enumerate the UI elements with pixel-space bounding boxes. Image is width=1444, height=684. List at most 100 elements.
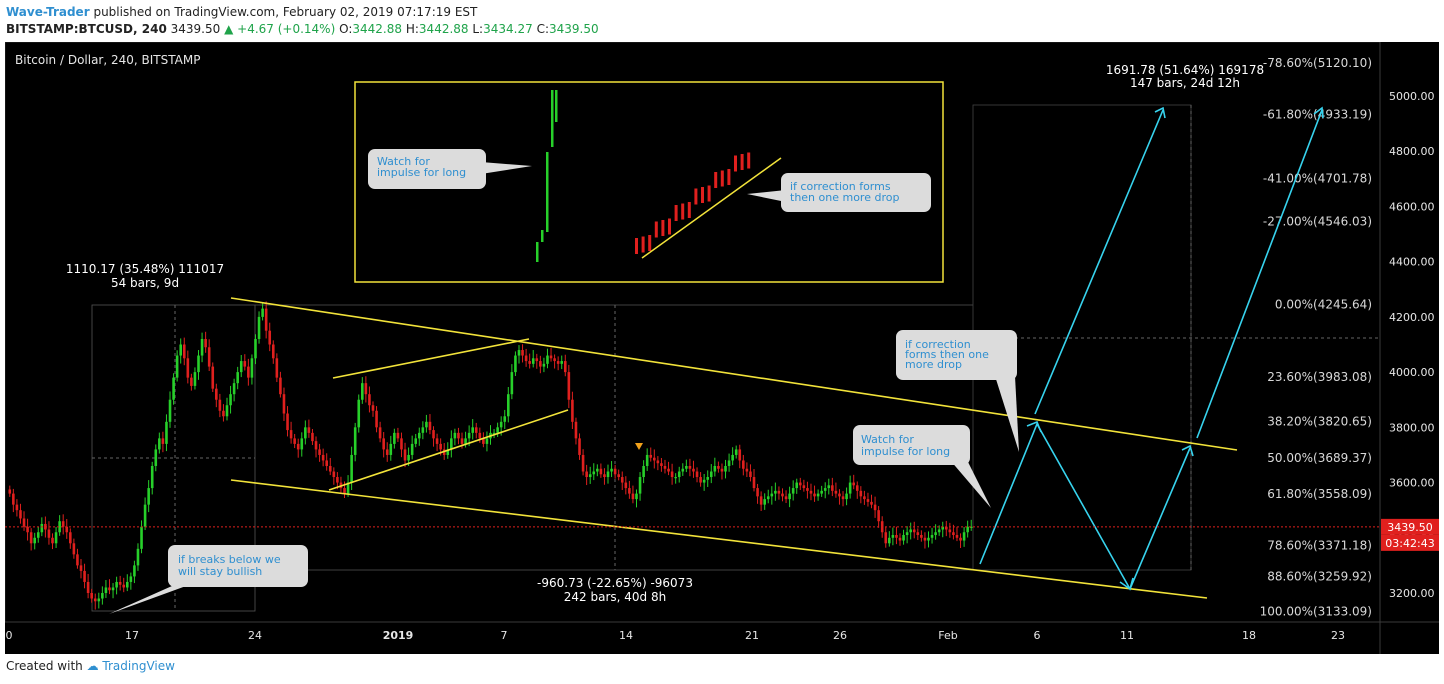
candle-body	[115, 581, 118, 588]
candle-body	[482, 438, 485, 444]
candle-body	[588, 474, 592, 478]
candle-body	[766, 496, 770, 500]
candle-body	[831, 485, 834, 491]
candle-body	[204, 338, 207, 348]
candle-body	[653, 457, 656, 461]
callout-bullish[interactable]: if breaks below we will stay bullish	[109, 545, 308, 614]
measure-1-line1: 1110.17 (35.48%) 111017	[66, 262, 224, 276]
y-tick-label: 4600.00	[1389, 200, 1435, 213]
candle-body	[603, 474, 606, 478]
tradingview-brand[interactable]: TradingView	[102, 659, 175, 673]
candle-body	[663, 465, 667, 469]
candle-body	[154, 449, 158, 466]
candle-body	[617, 474, 620, 478]
candle-body	[717, 465, 720, 469]
candle-body	[375, 410, 378, 428]
candle-body	[891, 535, 895, 538]
candle-body	[912, 529, 916, 533]
candle-body	[507, 394, 510, 417]
callout-correction[interactable]: if correction forms then one more drop	[896, 330, 1019, 452]
y-tick-label: 3800.00	[1389, 421, 1435, 434]
svg-text:if breaks below we: if breaks below we	[178, 553, 281, 566]
fib-level-label: 0.00%(4245.64)	[1275, 297, 1372, 311]
inset-green-candle	[546, 152, 549, 232]
y-tick-label: 4400.00	[1389, 256, 1435, 269]
svg-text:forms then one: forms then one	[905, 348, 989, 361]
candle-body	[143, 504, 147, 527]
inset-red-candle	[674, 205, 678, 221]
candle-body	[781, 493, 784, 497]
candle-body	[524, 355, 528, 362]
candle-body	[186, 358, 190, 378]
candle-body	[734, 449, 738, 455]
author-link[interactable]: Wave-Trader	[6, 5, 90, 19]
inset-red-candle	[707, 185, 711, 202]
candle-body	[26, 526, 29, 533]
candle-body	[713, 465, 717, 472]
inset-red-candle	[668, 218, 671, 235]
candle-body	[941, 526, 945, 530]
candle-body	[179, 344, 183, 356]
candle-body	[229, 394, 232, 406]
candle-body	[571, 399, 574, 422]
candle-body	[795, 482, 799, 489]
created-with-label: Created with	[6, 659, 83, 673]
callout-impulse[interactable]: Watch for impulse for long	[853, 425, 991, 508]
candle-body	[193, 372, 197, 386]
price-change: +4.67 (+0.14%)	[237, 22, 336, 36]
candle-body	[314, 441, 318, 450]
candle-body	[816, 493, 820, 497]
candle-body	[791, 488, 795, 494]
inset-red-candle	[687, 202, 691, 218]
up-triangle-icon: ▲	[224, 22, 234, 36]
candle-body	[385, 449, 389, 455]
candle-body	[606, 471, 610, 478]
candle-body	[275, 358, 279, 378]
candle-body	[457, 432, 460, 439]
candle-body	[642, 465, 645, 478]
candle-body	[271, 344, 275, 359]
price-chart[interactable]: Bitcoin / Dollar, 240, BITSTAMP -78.60%(…	[5, 42, 1439, 654]
candle-body	[236, 372, 239, 384]
open-label: O:	[339, 22, 353, 36]
candle-body	[720, 468, 724, 472]
candle-body	[417, 432, 421, 439]
x-tick-label: 26	[833, 629, 847, 642]
candle-body	[937, 529, 941, 533]
inset-red-candle	[681, 203, 685, 220]
svg-text:if correction forms: if correction forms	[790, 180, 891, 193]
candle-body	[848, 482, 852, 494]
y-tick-label: 3600.00	[1389, 477, 1435, 490]
inset-red-candle	[635, 238, 638, 254]
high-value: 3442.88	[418, 22, 469, 36]
inset-panel[interactable]: Watch for impulse for long if correction…	[354, 81, 944, 283]
candle-body	[916, 532, 920, 536]
candle-body	[895, 535, 898, 538]
candle-body	[859, 490, 863, 497]
svg-text:impulse for long: impulse for long	[861, 445, 950, 458]
candle-body	[888, 537, 891, 544]
candle-body	[182, 344, 186, 359]
measure-box-2[interactable]	[255, 304, 973, 571]
candle-body	[788, 493, 791, 500]
candle-body	[681, 468, 685, 472]
candle-body	[927, 537, 930, 541]
candle-body	[763, 499, 766, 505]
candle-body	[685, 465, 688, 469]
candle-body	[215, 388, 218, 400]
candle-body	[709, 471, 713, 478]
candle-body	[756, 488, 759, 497]
candle-body	[76, 554, 79, 566]
tradingview-logo-icon[interactable]: ☁	[86, 659, 99, 673]
candle-body	[784, 496, 788, 500]
projection-arrows[interactable]	[979, 106, 1324, 591]
candle-body	[969, 526, 973, 528]
candle-body	[133, 565, 136, 577]
candle-body	[111, 587, 115, 591]
trend-lines[interactable]	[230, 297, 1238, 599]
fib-level-label: -41.00%(4701.78)	[1263, 171, 1372, 185]
candle-body	[920, 535, 923, 538]
candle-body	[321, 454, 325, 461]
candle-body	[546, 355, 549, 364]
candle-body	[378, 427, 382, 439]
